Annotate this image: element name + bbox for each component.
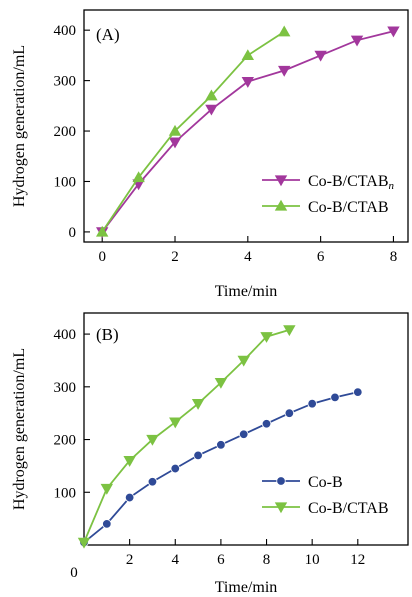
data-point-1-6 bbox=[214, 377, 228, 389]
data-point-0-3 bbox=[205, 104, 218, 116]
axis-ticks-a: 0 2 4 6 8 0 100 200 300 400 bbox=[54, 23, 398, 265]
series-group-b bbox=[77, 325, 363, 549]
legend-b: Co-B Co-B/CTAB bbox=[262, 474, 389, 517]
data-point-0-7 bbox=[350, 35, 364, 47]
y-axis-title-b: Hydrogen generation/mL bbox=[11, 348, 28, 510]
legend-marker-b-0 bbox=[276, 476, 286, 486]
data-point-0-8 bbox=[387, 26, 400, 38]
data-point-1-8 bbox=[260, 332, 273, 343]
legend-a: Co-B/CTABn Co-B/CTAB bbox=[262, 173, 395, 216]
y-axis-title-a: Hydrogen generation/mL bbox=[11, 45, 28, 207]
data-point-0-11 bbox=[330, 392, 340, 403]
legend-marker-shape-0 bbox=[276, 476, 286, 486]
legend-marker-shape-1 bbox=[274, 502, 288, 514]
y-tick-label-4: 400 bbox=[54, 23, 77, 39]
legend-label-a-0-base: Co-B/CTAB bbox=[308, 173, 389, 190]
data-point-1-1 bbox=[100, 483, 114, 495]
data-point-1-2 bbox=[168, 124, 182, 136]
y-tick-label-1: 100 bbox=[54, 174, 77, 190]
data-point-0-12 bbox=[353, 387, 363, 397]
x-tick-label-3: 8 bbox=[263, 552, 271, 568]
data-point-0-8 bbox=[261, 419, 272, 429]
data-point-0-10 bbox=[307, 398, 317, 409]
plot-frame-a bbox=[83, 9, 409, 243]
data-point-0-6 bbox=[314, 50, 327, 62]
legend-marker-shape-0 bbox=[274, 175, 288, 187]
data-point-0-5 bbox=[193, 450, 203, 461]
x-tick-label-0: 2 bbox=[126, 552, 134, 568]
data-point-1-1 bbox=[132, 171, 145, 183]
chart-panel-a: (A) 0 2 4 6 8 0 100 200 300 400 Co-B/CTABn Co-B/C… bbox=[11, 9, 409, 300]
data-point-0-2 bbox=[168, 137, 182, 149]
series-line-1 bbox=[101, 30, 285, 233]
y-tick-label-3: 400 bbox=[54, 327, 77, 343]
x-axis-title-b: Time/min bbox=[215, 579, 278, 596]
x-axis-title-a: Time/min bbox=[215, 283, 278, 300]
x-tick-label-3: 6 bbox=[317, 249, 325, 265]
legend-marker-a-0 bbox=[274, 175, 288, 187]
x-tick-label-2: 6 bbox=[217, 552, 225, 568]
x-tick-label-0: 0 bbox=[98, 249, 106, 265]
y-tick-label-3: 300 bbox=[54, 74, 77, 90]
data-point-0-4 bbox=[170, 463, 180, 474]
legend-marker-b-1 bbox=[274, 502, 288, 514]
x-tick-label-4: 10 bbox=[305, 552, 320, 568]
legend-label-b-1: Co-B/CTAB bbox=[308, 500, 389, 517]
panel-label-b: (B) bbox=[96, 325, 119, 344]
legend-marker-shape-1 bbox=[274, 199, 288, 211]
x-tick-label-4: 8 bbox=[390, 249, 398, 265]
data-point-1-3 bbox=[205, 89, 218, 101]
x-tick-label-5: 12 bbox=[350, 552, 365, 568]
x-tick-label-1: 2 bbox=[171, 249, 179, 265]
data-point-0-5 bbox=[278, 65, 291, 77]
legend-label-b-0: Co-B bbox=[308, 474, 343, 491]
y-tick-label-1: 200 bbox=[54, 433, 77, 449]
axis-ticks-b: 2 4 6 8 10 12 100 200 300 400 bbox=[54, 327, 366, 568]
data-point-1-0 bbox=[96, 225, 109, 237]
legend-label-a-1: Co-B/CTAB bbox=[308, 199, 389, 216]
chart-panel-b: (B) 0 2 4 6 8 10 12 100 200 300 400 Co-B Co-B/CTA… bbox=[11, 312, 409, 596]
data-point-0-3 bbox=[147, 477, 158, 487]
data-point-0-7 bbox=[239, 429, 249, 439]
series-group-a bbox=[96, 25, 400, 239]
x-tick-label-1: 4 bbox=[172, 552, 180, 568]
series-line-1 bbox=[83, 329, 290, 543]
panel-label-a: (A) bbox=[96, 25, 120, 44]
data-point-1-2 bbox=[123, 455, 136, 467]
data-point-0-4 bbox=[241, 76, 255, 88]
legend-label-a-0: Co-B/CTABn bbox=[308, 173, 395, 192]
y-tick-label-0: 0 bbox=[69, 225, 77, 241]
data-point-1-4 bbox=[169, 417, 182, 429]
legend-label-a-0-subscript: n bbox=[389, 180, 395, 192]
data-point-0-1 bbox=[102, 519, 112, 529]
data-point-1-5 bbox=[278, 25, 291, 37]
data-point-0-9 bbox=[284, 408, 295, 418]
data-point-1-5 bbox=[191, 399, 205, 410]
data-point-1-4 bbox=[241, 49, 255, 61]
data-point-1-9 bbox=[283, 325, 296, 337]
y-tick-label-2: 200 bbox=[54, 124, 77, 140]
origin-label-b: 0 bbox=[70, 565, 78, 581]
y-tick-label-0: 100 bbox=[54, 485, 77, 501]
data-point-0-2 bbox=[124, 492, 135, 503]
data-point-1-0 bbox=[77, 537, 91, 549]
x-tick-label-2: 4 bbox=[244, 249, 252, 265]
data-point-1-3 bbox=[146, 434, 159, 446]
y-tick-label-2: 300 bbox=[54, 380, 77, 396]
legend-marker-a-1 bbox=[274, 199, 288, 211]
data-point-1-7 bbox=[237, 355, 250, 367]
plot-frame-b bbox=[83, 312, 409, 546]
data-point-0-6 bbox=[216, 440, 226, 450]
